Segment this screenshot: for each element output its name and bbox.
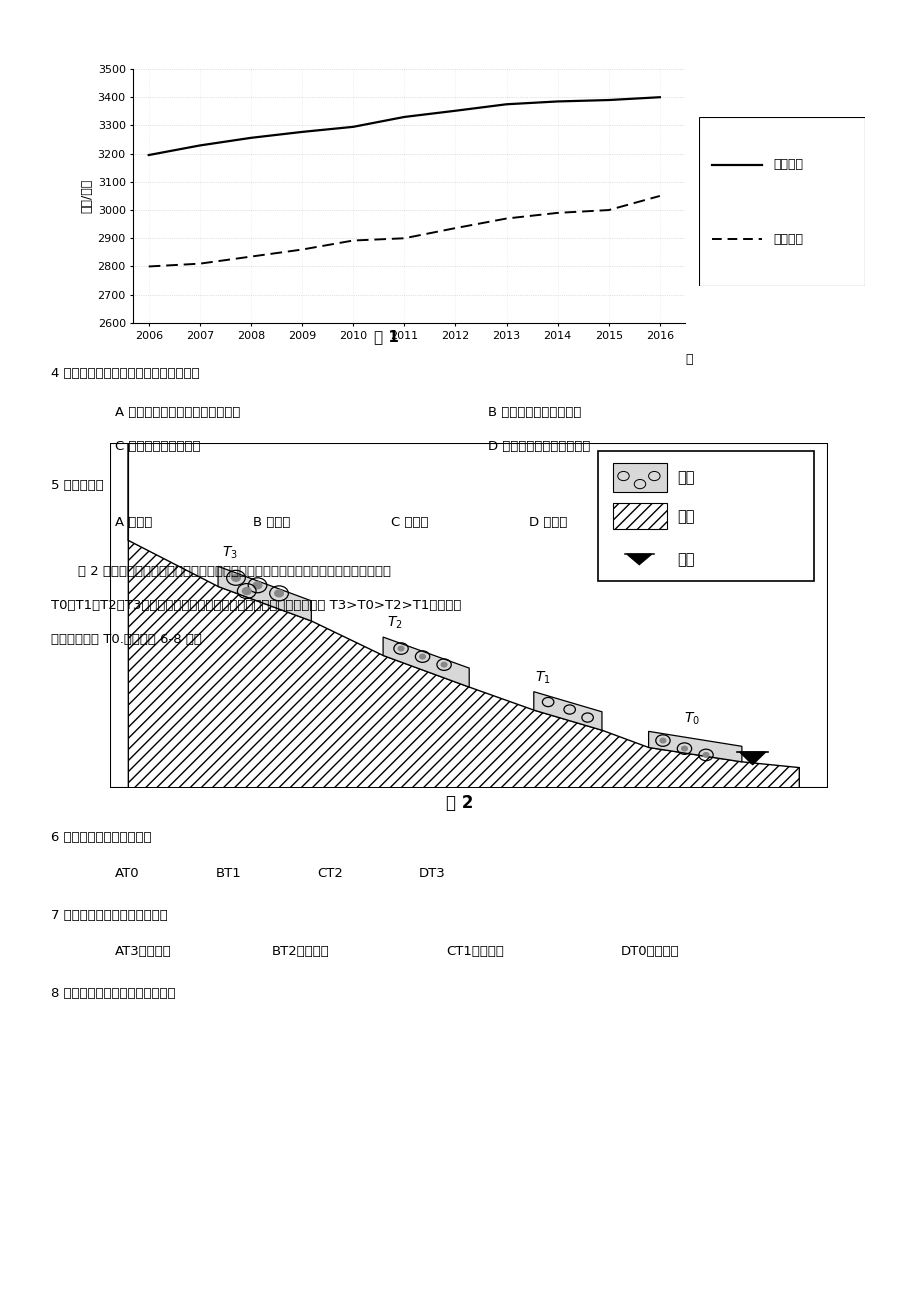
Polygon shape (739, 753, 765, 764)
Text: 5 该直辖市是: 5 该直辖市是 (51, 479, 103, 492)
Text: A 外来务工人口多于外出务工人口: A 外来务工人口多于外出务工人口 (115, 406, 240, 419)
Text: CT2: CT2 (317, 867, 343, 880)
Circle shape (659, 738, 665, 743)
Text: CT1形成时期: CT1形成时期 (446, 945, 504, 958)
Circle shape (275, 590, 283, 596)
Text: 常住人口: 常住人口 (773, 233, 803, 246)
Polygon shape (627, 555, 651, 565)
Text: B 天津市: B 天津市 (253, 516, 290, 529)
Text: $T_1$: $T_1$ (535, 669, 550, 686)
Text: B 老年人口比例逐年下降: B 老年人口比例逐年下降 (487, 406, 580, 419)
Y-axis label: 人口/万人: 人口/万人 (80, 178, 93, 214)
Circle shape (243, 587, 251, 595)
Text: 年: 年 (685, 353, 692, 366)
Bar (612, 462, 666, 492)
Text: 4 根据图示资料推测，近十年来该直辖市: 4 根据图示资料推测，近十年来该直辖市 (51, 367, 199, 380)
Text: 河水仅能淡没 T0.据此完成 6-8 题。: 河水仅能淡没 T0.据此完成 6-8 题。 (51, 633, 201, 646)
Circle shape (441, 663, 447, 667)
Text: 河流: 河流 (676, 552, 694, 566)
Text: DT0形成时期: DT0形成时期 (620, 945, 679, 958)
Text: 图 1: 图 1 (373, 329, 399, 345)
Text: D 人口自然增长率逐年增加: D 人口自然增长率逐年增加 (487, 440, 589, 453)
Text: AT0: AT0 (115, 867, 140, 880)
Text: AT3形成时期: AT3形成时期 (115, 945, 172, 958)
Polygon shape (218, 566, 311, 621)
Text: D 重庆市: D 重庆市 (528, 516, 567, 529)
Text: C 劳动力需求数量增加: C 劳动力需求数量增加 (115, 440, 200, 453)
Text: 图 2: 图 2 (446, 794, 473, 812)
Bar (612, 503, 666, 529)
Text: 砂石: 砂石 (676, 470, 694, 484)
Text: A 北京市: A 北京市 (115, 516, 153, 529)
Polygon shape (533, 691, 601, 730)
Circle shape (702, 753, 709, 758)
Circle shape (398, 646, 403, 651)
Polygon shape (382, 637, 469, 687)
Text: DT3: DT3 (418, 867, 445, 880)
Text: BT2形成时期: BT2形成时期 (271, 945, 329, 958)
Text: T0、T1、T2、T3，平坦面上均堆积着河流沉积砂石。砂石的平均粒径 T3>T0>T2>T1。洪水期: T0、T1、T2、T3，平坦面上均堆积着河流沉积砂石。砂石的平均粒径 T3>T0… (51, 599, 460, 612)
Text: 户籍人口: 户籍人口 (773, 158, 803, 171)
Polygon shape (129, 443, 799, 788)
Text: 基岩: 基岩 (676, 509, 694, 523)
Text: 7 该断面河流流速最大的时期为: 7 该断面河流流速最大的时期为 (51, 909, 167, 922)
Bar (597, 452, 812, 581)
Text: $T_2$: $T_2$ (386, 615, 402, 631)
Text: $T_0$: $T_0$ (684, 711, 699, 728)
Circle shape (232, 574, 240, 581)
Circle shape (419, 655, 425, 659)
Text: 图 2 示意某条河流上游河段的单侧断面。该河流两屸依次分布着海拔不同的四个平坦面: 图 2 示意某条河流上游河段的单侧断面。该河流两屸依次分布着海拔不同的四个平坦面 (78, 565, 391, 578)
Text: 8 推测该河流所在区域地壳经历了: 8 推测该河流所在区域地壳经历了 (51, 987, 175, 1000)
Text: $T_3$: $T_3$ (221, 544, 237, 561)
Circle shape (681, 746, 686, 751)
Text: C 上海市: C 上海市 (391, 516, 428, 529)
Circle shape (253, 582, 262, 589)
Text: 6 面积仍在扩大的平坦面是: 6 面积仍在扩大的平坦面是 (51, 831, 151, 844)
Polygon shape (648, 732, 741, 762)
Text: BT1: BT1 (216, 867, 242, 880)
